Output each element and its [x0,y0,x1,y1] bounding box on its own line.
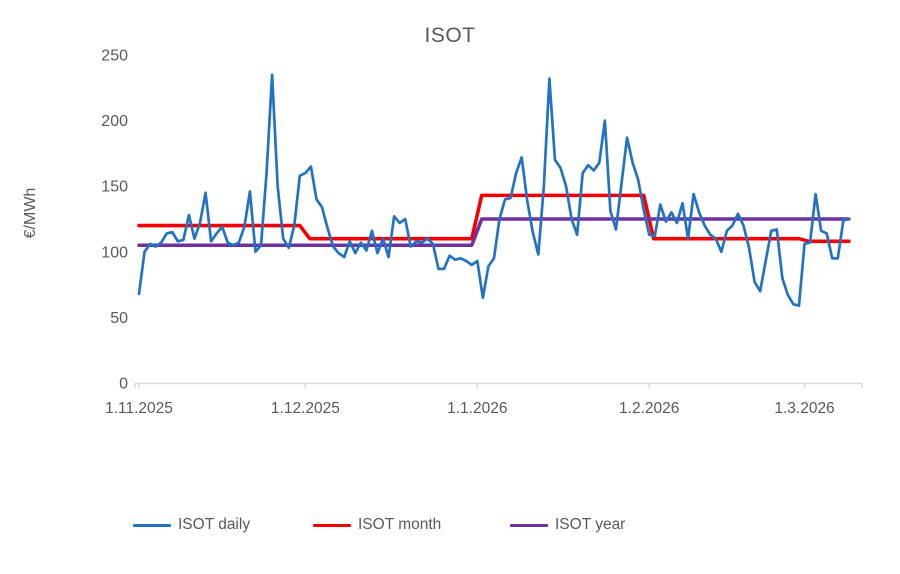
y-tick-label: 0 [119,376,128,393]
plot-svg: 0 50 100 150 200 250 1.11.2025 1.12.2025 1.1.202… [101,48,863,417]
legend-item-isot-daily: ISOT daily [133,513,250,537]
chart-title: ISOT [424,24,476,47]
series-line-isot-month [137,193,851,244]
legend-label-daily: ISOT daily [178,516,251,533]
legend-swatch-daily [133,523,171,527]
legend: ISOT daily ISOT month ISOT year [0,513,900,539]
y-tick-label: 150 [101,179,128,196]
y-tick-label: 100 [101,244,128,261]
legend-label-month: ISOT month [358,516,442,533]
y-tick-label: 250 [101,48,128,65]
legend-label-year: ISOT year [555,516,626,533]
legend-swatch-year [510,523,548,527]
legend-swatch-month [313,523,351,527]
y-tick-label: 50 [110,310,128,327]
x-tick-label: 1.2.2026 [619,400,679,417]
y-tick-label: 200 [101,113,128,130]
x-tick-label: 1.1.2026 [447,400,507,417]
legend-item-isot-month: ISOT month [313,513,441,537]
legend-item-isot-year: ISOT year [510,513,625,537]
series-line-isot-daily [137,73,851,307]
x-tick-label: 1.11.2025 [105,400,173,417]
x-tick-label: 1.3.2026 [774,400,834,417]
x-tick-label: 1.12.2025 [271,400,340,417]
